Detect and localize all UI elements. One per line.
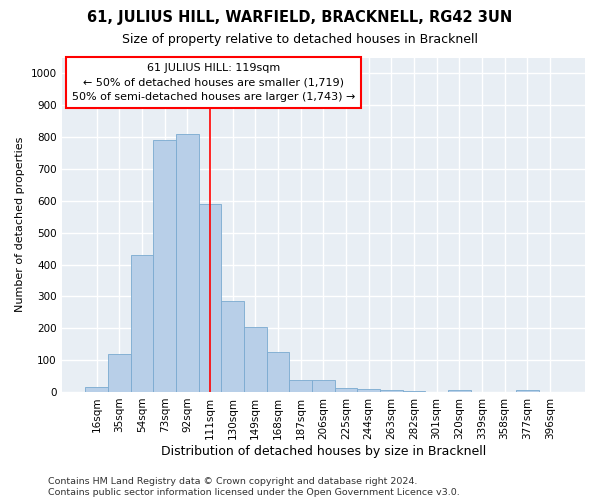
Bar bbox=[154, 140, 176, 392]
Bar bbox=[380, 390, 403, 392]
Bar bbox=[221, 301, 244, 392]
Bar bbox=[335, 388, 357, 392]
Bar bbox=[176, 134, 199, 392]
Text: Contains HM Land Registry data © Crown copyright and database right 2024.: Contains HM Land Registry data © Crown c… bbox=[48, 477, 418, 486]
Bar bbox=[244, 326, 266, 392]
Bar bbox=[403, 391, 425, 392]
Text: Contains public sector information licensed under the Open Government Licence v3: Contains public sector information licen… bbox=[48, 488, 460, 497]
Bar bbox=[289, 380, 312, 392]
Text: 61 JULIUS HILL: 119sqm
← 50% of detached houses are smaller (1,719)
50% of semi-: 61 JULIUS HILL: 119sqm ← 50% of detached… bbox=[71, 62, 355, 102]
Bar bbox=[266, 352, 289, 392]
Bar bbox=[357, 390, 380, 392]
Bar bbox=[448, 390, 470, 392]
Bar bbox=[516, 390, 539, 392]
Text: Size of property relative to detached houses in Bracknell: Size of property relative to detached ho… bbox=[122, 32, 478, 46]
Bar bbox=[85, 387, 108, 392]
Bar bbox=[199, 204, 221, 392]
Bar bbox=[312, 380, 335, 392]
Bar bbox=[131, 255, 154, 392]
Bar bbox=[108, 354, 131, 392]
Y-axis label: Number of detached properties: Number of detached properties bbox=[15, 137, 25, 312]
Text: 61, JULIUS HILL, WARFIELD, BRACKNELL, RG42 3UN: 61, JULIUS HILL, WARFIELD, BRACKNELL, RG… bbox=[88, 10, 512, 25]
X-axis label: Distribution of detached houses by size in Bracknell: Distribution of detached houses by size … bbox=[161, 444, 486, 458]
